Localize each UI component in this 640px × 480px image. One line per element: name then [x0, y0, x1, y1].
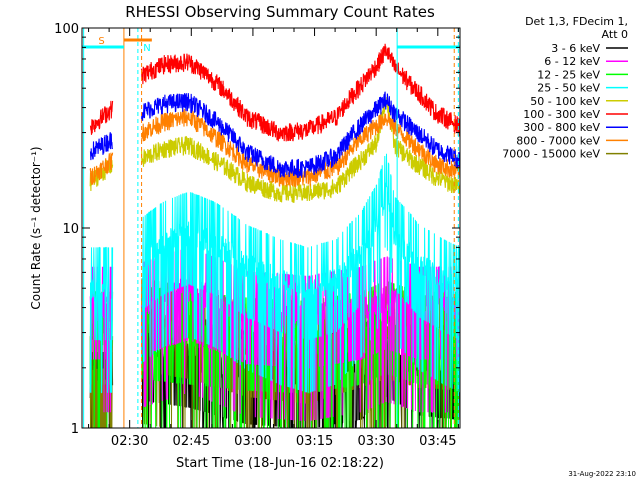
- x-tick-label-0315: 03:15: [296, 434, 333, 449]
- y-tick-label-10: 10: [62, 222, 79, 237]
- legend-label-25-50-kev: 25 - 50 keV: [537, 82, 600, 95]
- series-100-300-kev-segment-1: [89, 100, 114, 135]
- legend-label-3-6-kev: 3 - 6 keV: [551, 42, 600, 55]
- x-tick-label-0245: 02:45: [173, 434, 210, 449]
- legend-header-line-1: Det 1,3, FDecim 1,: [525, 15, 628, 28]
- x-tick-label-0345: 03:45: [419, 434, 456, 449]
- series-300-800-kev-segment-2: [141, 91, 461, 178]
- series-300-800-kev-segment-1: [89, 132, 114, 161]
- legend-label-800-7000-kev: 800 - 7000 keV: [516, 134, 600, 147]
- y-tick-label-1: 1: [71, 422, 79, 437]
- footer-timestamp: 31-Aug-2022 23:10: [568, 470, 636, 478]
- legend-label-300-800-kev: 300 - 800 keV: [523, 121, 600, 134]
- x-tick-label-0230: 02:30: [111, 434, 148, 449]
- chart-title: RHESSI Observing Summary Count Rates: [125, 3, 435, 21]
- annotation-n: N: [143, 43, 150, 54]
- y-axis-label: Count Rate (s⁻¹ detector⁻¹): [29, 146, 43, 309]
- legend-label-7000-15000-kev: 7000 - 15000 keV: [502, 148, 600, 161]
- legend-label-50-100-kev: 50 - 100 keV: [530, 95, 600, 108]
- y-tick-label-100: 100: [54, 22, 79, 37]
- series-25-50-kev-segment-1: [89, 246, 114, 394]
- x-axis-label: Start Time (18-Jun-16 02:18:22): [176, 456, 384, 471]
- legend-header-line-2: Att 0: [602, 28, 628, 41]
- series-100-300-kev-segment-2: [141, 43, 461, 142]
- x-tick-label-0300: 03:00: [234, 434, 271, 449]
- annotation-s: S: [98, 36, 104, 47]
- series-800-7000-kev-segment-1: [89, 152, 114, 185]
- x-tick-label-0330: 03:30: [357, 434, 394, 449]
- legend-label-100-300-kev: 100 - 300 keV: [523, 108, 600, 121]
- plot-area: S N 1 10 100 02:30 02:45 03:00 03:15 03:30 03:45: [54, 22, 461, 449]
- legend-label-6-12-kev: 6 - 12 keV: [544, 55, 600, 68]
- series-50-100-kev-segment-2: [141, 97, 461, 203]
- legend-label-12-25-kev: 12 - 25 keV: [537, 68, 600, 81]
- series-25-50-kev-segment-2: [141, 153, 461, 393]
